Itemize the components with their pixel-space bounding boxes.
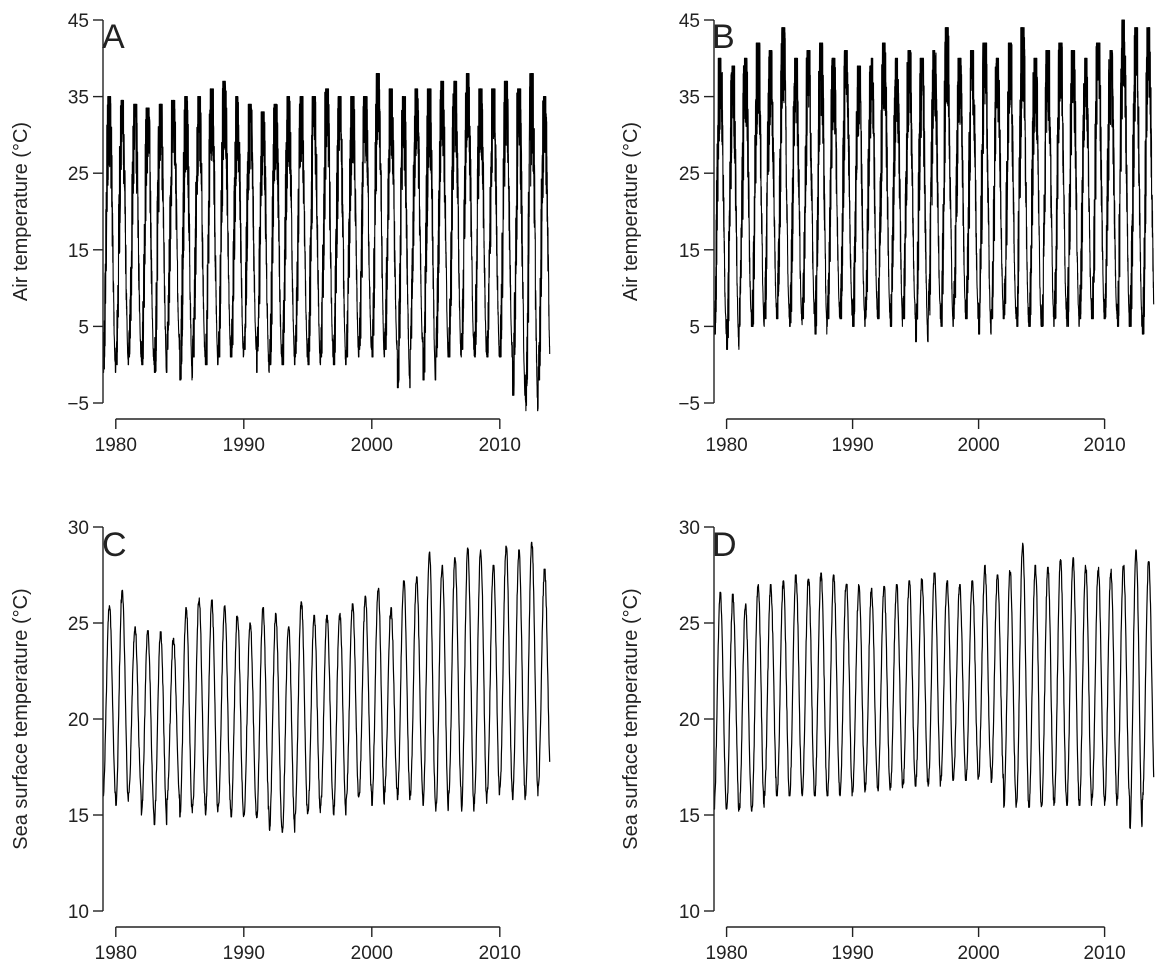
series-line	[102, 541, 551, 833]
x-tick-label: 1980	[95, 435, 137, 456]
y-tick-label: 10	[679, 902, 700, 923]
panel-a: −5 5 15 25 35 45 1980 1990 2000 2010 A Air temperat…	[10, 11, 551, 456]
panel-letter: D	[712, 526, 737, 564]
y-tick-label: 15	[679, 806, 700, 827]
y-tick-label: 35	[679, 88, 700, 109]
y-tick-label: 20	[679, 710, 700, 731]
panel-letter: B	[712, 18, 735, 56]
x-tick-label: 2000	[351, 943, 393, 961]
series-group	[713, 19, 1155, 350]
y-tick-label: 25	[679, 164, 700, 185]
y-tick-label: 5	[78, 317, 89, 338]
y-tick-label: −5	[67, 394, 89, 415]
x-tick-label: 2010	[479, 943, 521, 961]
x-tick-label: 1980	[705, 435, 747, 456]
y-axis-label: Sea surface temperature (°C)	[620, 588, 642, 849]
y-tick-label: −5	[678, 394, 700, 415]
x-tick-label: 1990	[223, 943, 265, 961]
panel-d: 10 15 20 25 30 1980 1990 2000 2010 D Sea surface t…	[620, 518, 1155, 961]
x-tick-label: 1980	[705, 943, 747, 961]
y-tick-label: 5	[689, 317, 700, 338]
x-tick-label: 2010	[479, 435, 521, 456]
y-tick-label: 45	[68, 11, 89, 32]
series-line	[713, 19, 1155, 350]
series-line	[102, 73, 551, 412]
y-tick-label: 30	[68, 518, 89, 539]
y-tick-label: 15	[679, 241, 700, 262]
x-tick-label: 2010	[1083, 943, 1125, 961]
y-axis-label: Sea surface temperature (°C)	[10, 588, 32, 849]
y-tick-label: 25	[68, 614, 89, 635]
series-line	[713, 542, 1155, 829]
x-tick-label: 1980	[95, 943, 137, 961]
panel-letter: C	[102, 526, 127, 564]
y-tick-label: 25	[68, 164, 89, 185]
series-group	[102, 541, 551, 833]
x-tick-label: 2000	[957, 435, 999, 456]
x-tick-label: 1990	[831, 943, 873, 961]
panel-c: 10 15 20 25 30 1980 1990 2000 2010 C Sea surface t…	[10, 518, 551, 961]
x-tick-label: 1990	[831, 435, 873, 456]
series-group	[713, 542, 1155, 829]
y-axis-label: Air temperature (°C)	[10, 122, 32, 301]
y-tick-label: 10	[68, 902, 89, 923]
y-tick-label: 25	[679, 614, 700, 635]
x-tick-label: 2000	[351, 435, 393, 456]
y-tick-label: 30	[679, 518, 700, 539]
series-group	[102, 73, 551, 412]
y-tick-label: 45	[679, 11, 700, 32]
x-tick-label: 1990	[223, 435, 265, 456]
y-tick-label: 35	[68, 88, 89, 109]
y-tick-label: 15	[68, 241, 89, 262]
panel-letter: A	[102, 18, 125, 56]
x-tick-label: 2000	[957, 943, 999, 961]
panel-b: −5 5 15 25 35 45 1980 1990 2000 2010 B Air temperat…	[620, 11, 1155, 456]
y-axis-label: Air temperature (°C)	[620, 122, 642, 301]
x-tick-label: 2010	[1083, 435, 1125, 456]
y-tick-label: 15	[68, 806, 89, 827]
y-tick-label: 20	[68, 710, 89, 731]
